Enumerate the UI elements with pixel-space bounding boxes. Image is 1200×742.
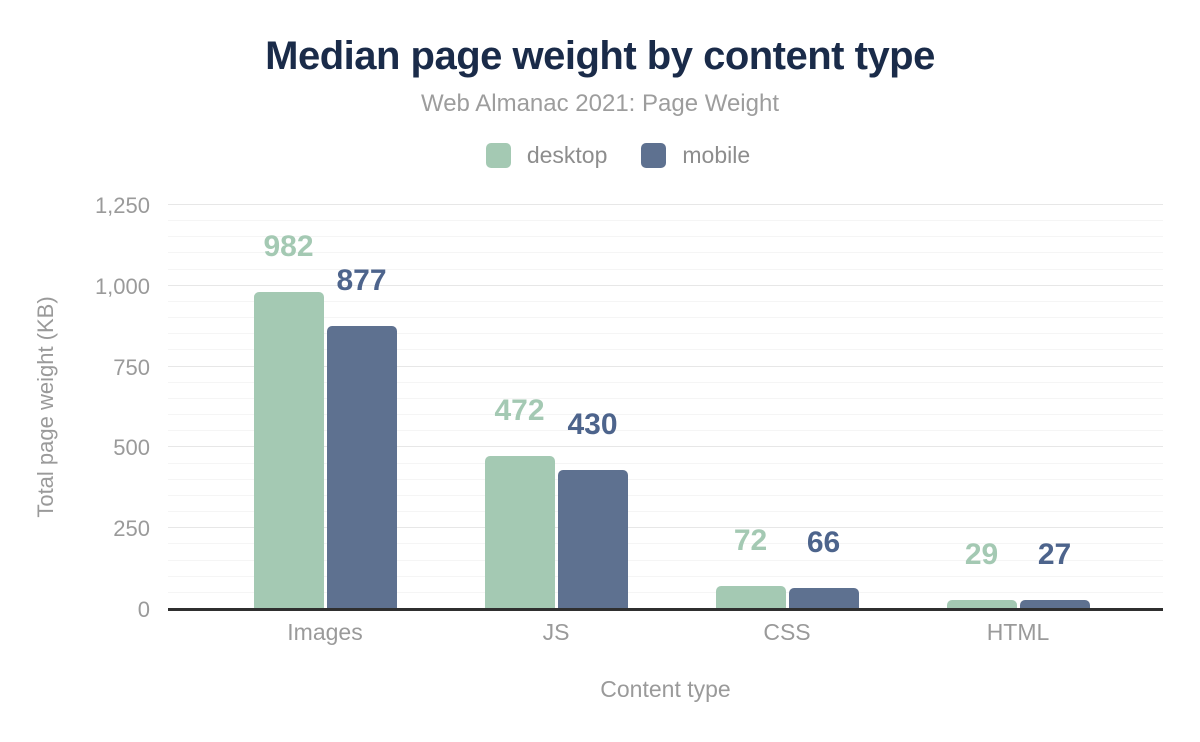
y-tick-label: 750	[113, 354, 150, 380]
x-tick-label-images: Images	[287, 619, 363, 645]
gridline	[168, 220, 1163, 222]
y-tick-label: 1,000	[94, 273, 150, 299]
bar-mobile-images	[326, 326, 397, 609]
x-axis-line	[168, 608, 1163, 611]
value-label-mobile-html: 27	[1037, 538, 1072, 571]
bar-desktop-html	[946, 600, 1017, 609]
gridline	[168, 381, 1163, 383]
bar-desktop-js	[484, 456, 555, 609]
bar-desktop-images	[253, 292, 324, 609]
gridline	[168, 317, 1163, 319]
bar-desktop-css	[715, 586, 786, 609]
legend: desktop mobile	[18, 142, 1200, 169]
gridline	[168, 365, 1163, 367]
value-label-mobile-css: 66	[806, 526, 841, 559]
gridline	[168, 204, 1163, 205]
gridline	[168, 236, 1163, 238]
value-label-mobile-images: 877	[336, 264, 387, 297]
gridline	[168, 559, 1163, 561]
gridline	[168, 397, 1163, 399]
value-label-desktop-images: 982	[263, 230, 314, 263]
value-label-desktop-html: 29	[964, 538, 999, 571]
gridline	[168, 349, 1163, 351]
chart-subtitle: Web Almanac 2021: Page Weight	[420, 90, 779, 117]
legend-item-mobile[interactable]: mobile	[641, 142, 750, 169]
x-tick-label-html: HTML	[986, 619, 1050, 645]
gridline	[168, 591, 1163, 593]
gridline	[168, 414, 1163, 416]
bar-mobile-html	[1019, 600, 1090, 609]
gridline	[168, 478, 1163, 480]
value-label-mobile-js: 430	[567, 408, 618, 441]
gridline	[168, 543, 1163, 545]
value-label-desktop-js: 472	[494, 394, 545, 427]
legend-item-desktop[interactable]: desktop	[485, 142, 608, 169]
desktop-swatch-icon	[485, 143, 511, 168]
gridline	[168, 300, 1163, 302]
mobile-swatch-icon	[641, 143, 667, 168]
gridline	[168, 252, 1163, 254]
x-axis-title: Content type	[600, 676, 731, 702]
x-tick-label-css: CSS	[763, 619, 811, 645]
gridline	[168, 511, 1163, 513]
gridline	[168, 430, 1163, 432]
y-tick-label: 250	[113, 516, 150, 542]
value-label-desktop-css: 72	[733, 524, 768, 557]
gridline	[168, 462, 1163, 464]
y-tick-label: 500	[113, 435, 150, 461]
bar-mobile-js	[557, 470, 628, 609]
y-tick-label: 0	[137, 597, 150, 622]
legend-label-mobile: mobile	[682, 142, 751, 168]
plot-area: 982 877 472 430 72 66 29 27	[168, 204, 1163, 611]
gridline	[168, 575, 1163, 577]
gridline	[168, 268, 1163, 270]
gridline	[168, 284, 1163, 286]
gridline	[168, 446, 1163, 448]
chart-title: Median page weight by content type	[265, 34, 935, 78]
x-tick-label-js: JS	[542, 619, 570, 645]
y-axis-title: Total page weight (KB)	[33, 296, 58, 518]
bar-mobile-css	[788, 588, 859, 609]
gridline	[168, 527, 1163, 529]
y-tick-label: 1,250	[94, 193, 150, 218]
legend-label-desktop: desktop	[526, 142, 608, 168]
gridline	[168, 494, 1163, 496]
gridline	[168, 333, 1163, 335]
